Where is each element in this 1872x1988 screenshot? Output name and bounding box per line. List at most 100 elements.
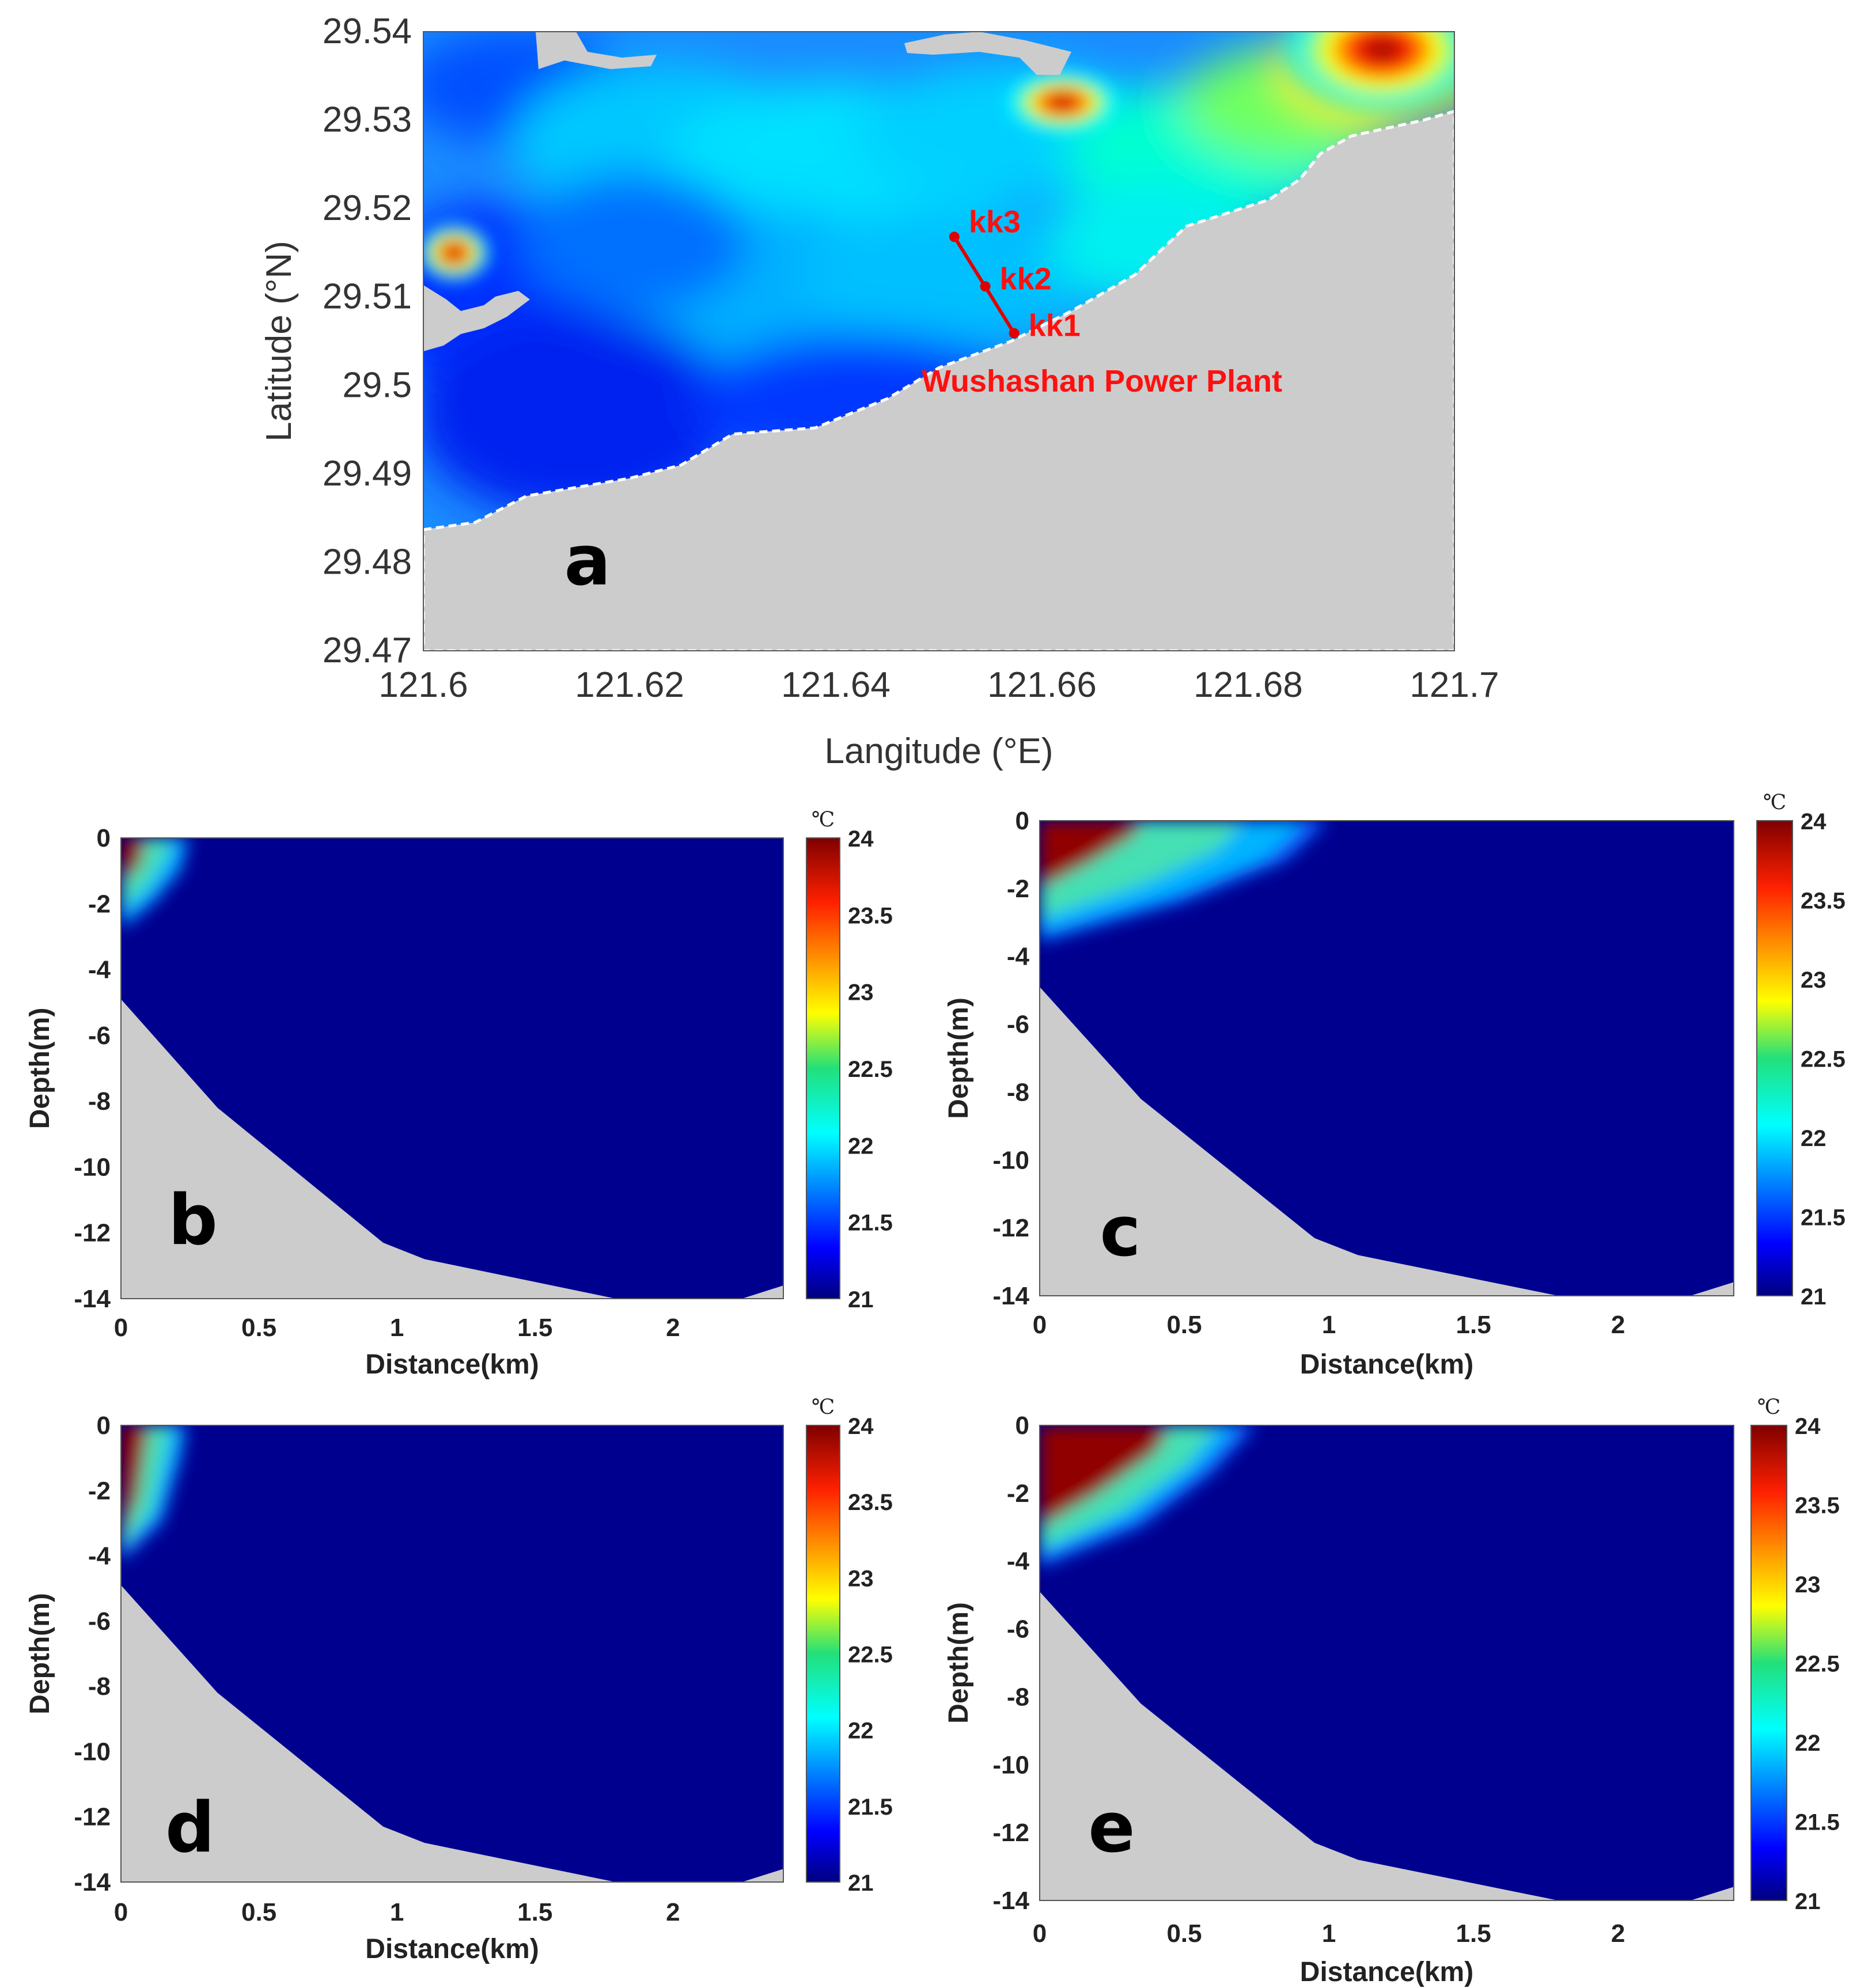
- transect-point-kk1: [1009, 328, 1020, 339]
- x-tick-label: 1: [1322, 1311, 1336, 1339]
- y-tick-label: -14: [992, 1282, 1029, 1310]
- colorbar-tick-label: 21: [1801, 1284, 1826, 1310]
- colorbar: [1750, 1425, 1787, 1901]
- x-tick-label: 2: [1611, 1311, 1625, 1339]
- y-tick-label: -4: [1007, 1547, 1030, 1576]
- y-tick-label: 29.52: [323, 188, 412, 228]
- y-tick-label: -10: [992, 1751, 1029, 1779]
- seabed: [1040, 1591, 1734, 1900]
- y-axis-title: Depth(m): [25, 1593, 55, 1714]
- y-tick-label: -6: [88, 1022, 111, 1050]
- x-tick-label: 121.68: [1193, 665, 1303, 705]
- section-panel-c: 0 0.5 1 1.5 2 0 -2 -4 -6 -8 -10 -12 -14 Distance(km) D…: [943, 791, 1846, 1380]
- y-tick-label: -14: [74, 1868, 111, 1896]
- y-tick-label: -12: [74, 1219, 111, 1247]
- hot-spot: [423, 221, 495, 284]
- transect-label: kk1: [1029, 309, 1081, 343]
- transect-point-kk2: [980, 281, 991, 292]
- colorbar-unit: ℃: [1757, 1395, 1780, 1419]
- y-tick-label: -2: [88, 890, 111, 918]
- colorbar-tick-label: 23: [1795, 1572, 1821, 1598]
- transect-label: kk2: [1000, 261, 1052, 296]
- section-axes-box: [1039, 1425, 1734, 1901]
- colorbar-tick-label: 24: [848, 826, 874, 852]
- x-tick-label: 121.62: [575, 665, 684, 705]
- y-tick-label: -2: [1007, 875, 1029, 903]
- plume-core-top: [1040, 821, 1141, 889]
- colorbar: [806, 1425, 840, 1883]
- map-panel-a: 121.6 121.62 121.64 121.66 121.68 121.7 29.47 2…: [259, 12, 1499, 771]
- x-tick-label: 1.5: [517, 1898, 552, 1926]
- panels-container: 121.6 121.62 121.64 121.66 121.68 121.7 29.47 2…: [25, 12, 1846, 1987]
- colorbar-tick-label: 22.5: [848, 1642, 893, 1668]
- x-axis-title: Distance(km): [1300, 1349, 1473, 1380]
- x-tick-label: 1.5: [1456, 1311, 1491, 1339]
- x-tick-label: 2: [666, 1898, 680, 1926]
- panel-label: b: [168, 1181, 218, 1261]
- y-tick-label: -8: [88, 1672, 111, 1701]
- land-mass: [423, 109, 1454, 651]
- y-tick-label: 29.53: [323, 100, 412, 140]
- colorbar-tick-label: 23.5: [848, 903, 893, 928]
- y-tick-label: 0: [1015, 1412, 1029, 1440]
- x-tick-label: 0: [1033, 1919, 1047, 1948]
- x-axis-title: Distance(km): [365, 1934, 539, 1964]
- x-axis-title: Distance(km): [1300, 1957, 1473, 1987]
- x-tick-label: 1.5: [1456, 1919, 1491, 1948]
- section-panel-d: 0 0.5 1 1.5 2 0 -2 -4 -6 -8 -10 -12 -14 Distance(km) D…: [25, 1395, 893, 1964]
- panel-label: c: [1100, 1192, 1140, 1272]
- island: [536, 32, 657, 69]
- x-tick-label: 1: [390, 1314, 404, 1342]
- y-tick-label: -10: [74, 1153, 111, 1181]
- y-tick-label: -10: [74, 1737, 111, 1766]
- panel-label: d: [165, 1788, 215, 1868]
- y-tick-label: 29.48: [323, 542, 412, 582]
- x-tick-label: 1: [1322, 1919, 1336, 1948]
- colorbar: [806, 837, 840, 1299]
- y-tick-label: -14: [992, 1887, 1029, 1915]
- x-tick-label: 2: [666, 1314, 680, 1342]
- y-tick-label: -14: [74, 1285, 111, 1313]
- transect-point-kk3: [949, 232, 960, 242]
- panel-label: e: [1088, 1788, 1135, 1868]
- colorbar-tick-label: 21.5: [1795, 1810, 1840, 1835]
- map-body: [423, 32, 1454, 651]
- colorbar-tick-label: 22.5: [1795, 1652, 1840, 1677]
- y-axis-title: Depth(m): [943, 997, 974, 1119]
- y-tick-label: 29.54: [323, 12, 412, 51]
- x-tick-label: 121.64: [781, 665, 890, 705]
- section-panel-e: 0 0.5 1 1.5 2 0 -2 -4 -6 -8 -10 -12 -14 Distance(km) D…: [943, 1395, 1840, 1987]
- y-axis-title: Latitude (°N): [259, 241, 299, 442]
- colorbar-tick-label: 23.5: [1795, 1493, 1840, 1519]
- y-tick-label: 0: [97, 824, 111, 852]
- section-axes-box: [1039, 820, 1734, 1296]
- colorbar-tick-label: 22: [848, 1718, 874, 1744]
- x-tick-label: 121.7: [1409, 665, 1499, 705]
- colorbar-tick-label: 24: [1795, 1414, 1821, 1439]
- plume-core-top: [121, 1425, 149, 1536]
- y-tick-label: -4: [88, 1542, 111, 1570]
- colorbar-tick-label: 22.5: [1801, 1047, 1846, 1072]
- colorbar-tick-label: 21: [848, 1871, 874, 1896]
- y-tick-label: -8: [1007, 1683, 1029, 1711]
- colorbar-tick-label: 21.5: [848, 1211, 893, 1236]
- colorbar-tick-label: 22: [848, 1133, 874, 1159]
- y-tick-label: 29.5: [342, 365, 412, 405]
- x-axis-title: Langitude (°E): [824, 731, 1053, 771]
- y-tick-label: 29.51: [323, 277, 412, 317]
- seabed: [1040, 987, 1734, 1296]
- x-tick-label: 121.66: [987, 665, 1097, 705]
- x-tick-label: 0: [114, 1314, 128, 1342]
- island: [904, 32, 1071, 75]
- section-panel-b: 0 0.5 1 1.5 2 0 -2 -4 -6 -8 -10 -12 -14 Distance(km) D…: [25, 808, 893, 1380]
- hot-spot: [1272, 32, 1454, 119]
- colorbar-unit: ℃: [1763, 791, 1786, 814]
- colorbar-tick-label: 21.5: [1801, 1205, 1846, 1231]
- temperature-patch: [801, 207, 1100, 346]
- x-tick-label: 0.5: [1166, 1919, 1202, 1948]
- seabed: [121, 1585, 783, 1882]
- y-tick-label: -12: [74, 1803, 111, 1831]
- x-axis-title: Distance(km): [365, 1349, 539, 1380]
- y-tick-label: -4: [1007, 943, 1030, 971]
